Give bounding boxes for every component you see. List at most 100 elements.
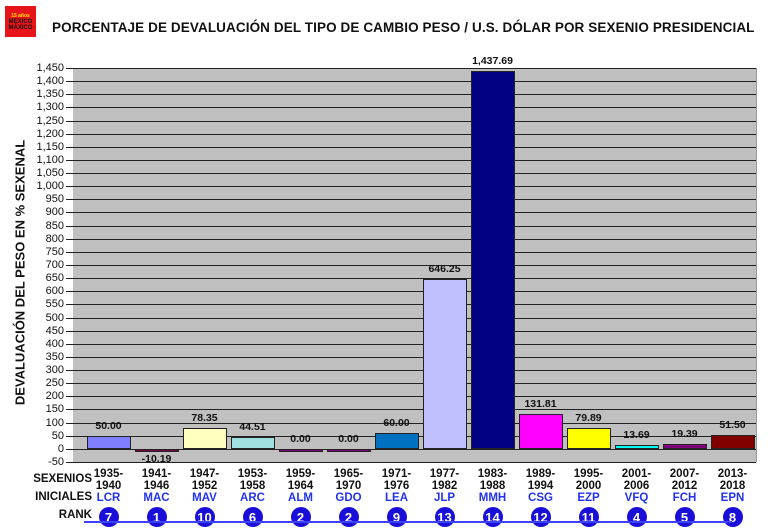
mexico-maxico-logo: 15 años MEXICO MÁXICO [5,6,36,37]
gridline [73,330,756,332]
y-tick-label: 0 [57,442,64,455]
initials-label: MAC [143,492,170,504]
bar-lea [374,433,419,449]
gridline [73,448,756,450]
initials-label: CSG [528,492,553,504]
gridline [73,265,756,266]
y-tick [66,317,73,319]
y-tick [66,146,73,148]
category-label: 1947- 1952 [189,468,220,492]
gridline [73,370,756,372]
y-tick-label: 200 [45,390,64,403]
y-tick-label: 1,000 [36,180,64,193]
y-tick [66,330,73,332]
category-label: 1983- 1988 [477,468,508,492]
y-tick-label: 150 [45,403,64,416]
category-label: 2007- 2012 [669,468,700,492]
value-label: 1,437.69 [472,55,513,68]
initials-label: MMH [478,492,507,504]
y-tick [66,238,73,240]
y-tick [66,265,73,266]
y-tick-label: 800 [45,232,64,245]
y-tick-label: 550 [45,298,64,311]
plot-area: 50.00 -10.19 78.35 44.51 0.00 0.00 60.00 646.25… [73,55,757,465]
value-label: 51.50 [719,419,746,432]
y-tick-label: 350 [45,350,64,363]
initials-label: LCR [96,492,121,504]
y-tick [66,409,73,411]
gridline [73,343,756,345]
value-label: 646.25 [428,263,461,276]
y-tick-label: 750 [45,245,64,258]
gridline [73,251,756,253]
y-tick-label: 400 [45,337,64,350]
y-tick-label: 1,350 [36,88,64,101]
value-label: 0.00 [338,432,359,445]
category-label: 2001- 2006 [621,468,652,492]
gridline [73,159,756,161]
bar-csg [518,414,563,449]
bar-mmh [470,71,515,449]
y-tick [66,462,73,463]
value-label: 60.00 [383,417,410,430]
y-tick-label: 1,100 [36,153,64,166]
value-label: 79.89 [575,411,602,424]
row-label-iniciales: INICIALES [35,491,92,503]
chart-title: PORCENTAJE DE DEVALUACIÓN DEL TIPO DE CA… [52,20,755,35]
rank-badge: 9 [386,507,407,527]
bar-lcr [86,435,131,449]
gridline [73,186,756,188]
y-tick-label: 1,200 [36,127,64,140]
rank-badge: 2 [290,507,311,527]
initials-label: ALM [288,492,313,504]
y-tick [66,159,73,161]
rank-badge: 2 [338,507,359,527]
y-tick [66,251,73,253]
rank-badge: 6 [242,507,263,527]
category-label: 1935- 1940 [93,468,124,492]
bar-mav [182,428,227,449]
value-label: 19.39 [671,427,698,440]
category-label: 2013- 2018 [717,468,748,492]
y-tick [66,133,73,135]
gridline [73,356,756,358]
y-tick [66,396,73,398]
bar-arc [230,437,275,449]
category-label: 1941- 1946 [141,468,172,492]
bar-jlp [422,279,467,449]
y-tick-label: 850 [45,219,64,232]
initials-label: ARC [240,492,265,504]
y-tick [66,370,73,372]
y-tick-label: 1,050 [36,167,64,180]
bar-alm [278,448,323,452]
rank-badge: 7 [98,507,119,527]
gridline [73,278,756,280]
bar-gdo [326,448,371,452]
value-label: 0.00 [290,432,311,445]
y-tick [66,68,73,69]
gridline [73,396,756,398]
gridline [73,462,756,463]
gridline [73,68,756,69]
y-tick [66,107,73,109]
bar-ezp [566,427,611,449]
y-tick-label: 650 [45,272,64,285]
gridline [73,133,756,135]
y-tick-label: 300 [45,364,64,377]
y-tick-label: 500 [45,311,64,324]
initials-label: VFQ [624,492,649,504]
value-label: 50.00 [95,419,122,432]
y-tick [66,356,73,358]
value-label: -10.19 [141,452,172,465]
y-tick [66,278,73,280]
y-tick [66,173,73,175]
bar-fch [662,443,707,449]
y-tick [66,343,73,345]
gridline [73,238,756,240]
y-tick [66,383,73,385]
y-tick [66,304,73,306]
y-tick-label: 1,250 [36,114,64,127]
y-tick-label: 100 [45,416,64,429]
y-tick-label: 1,450 [36,62,64,74]
y-tick [66,212,73,214]
